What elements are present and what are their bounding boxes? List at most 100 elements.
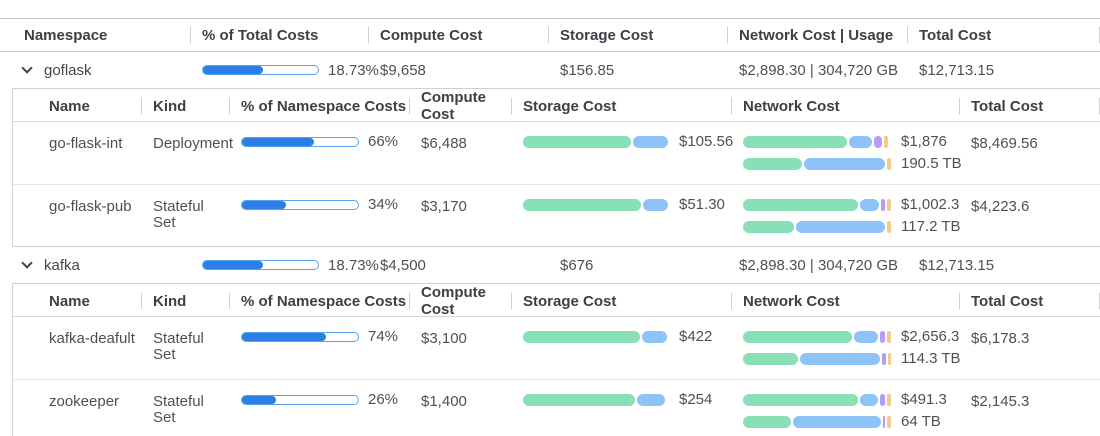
col-network-cost-usage: Network Cost | Usage: [727, 19, 907, 51]
storage-cost-bar: [523, 199, 669, 211]
bar-segment-blue: [643, 199, 669, 211]
compute-cost-value: $1,400: [421, 393, 467, 410]
workload-name: go-flask-int: [49, 135, 123, 152]
workload-name: go-flask-pub: [49, 198, 132, 215]
compute-cost-value: $6,488: [421, 135, 467, 152]
percent-label: 18.73%: [328, 61, 379, 79]
bar-segment-green: [743, 416, 791, 428]
col-total-cost: Total Cost: [959, 89, 1100, 123]
bar-segment-orange: [886, 221, 891, 233]
workload-table-kafka: Name Kind % of Namespace Costs Compute C…: [12, 283, 1100, 436]
col-compute-cost: Compute Cost: [409, 284, 511, 318]
bar-segment-orange: [888, 353, 891, 365]
workload-row-go-flask-pub: go-flask-pub Stateful Set 34% $3,170 $51…: [13, 184, 1100, 246]
percent-label: 18.73%: [328, 256, 379, 274]
storage-cost-bar: [523, 331, 669, 343]
chevron-down-icon[interactable]: [21, 257, 33, 269]
network-usage-bar: [743, 158, 891, 170]
bar-segment-green: [743, 331, 853, 343]
total-cost-value: $8,469.56: [971, 135, 1038, 152]
total-cost-value: $12,713.15: [919, 256, 995, 274]
compute-cost-value: $9,658: [380, 61, 426, 79]
workload-name: kafka-deafult: [49, 330, 135, 347]
network-usage-label: 64 TB: [901, 413, 941, 430]
bar-segment-blue: [803, 158, 885, 170]
bar-segment-blue: [800, 353, 881, 365]
bar-segment-blue: [854, 331, 878, 343]
storage-cost-label: $105.56: [679, 133, 734, 150]
network-cost-usage-value: $2,898.30 | 304,720 GB: [739, 256, 899, 274]
col-storage-cost: Storage Cost: [511, 89, 731, 123]
chevron-down-icon[interactable]: [21, 62, 33, 74]
workload-kind: Stateful Set: [153, 393, 204, 426]
network-usage-label: 114.3 TB: [901, 350, 961, 367]
col-storage-cost: Storage Cost: [511, 284, 731, 318]
namespace-row-kafka[interactable]: kafka 18.73% $4,500 $676 $2,898.30 | 304…: [0, 247, 1100, 283]
col-total-cost: Total Cost: [907, 19, 1100, 51]
percent-label: 66%: [368, 133, 399, 150]
col-network-cost: Network Cost: [731, 89, 959, 123]
percent-total-costs-bar: [202, 260, 319, 270]
bar-segment-orange: [886, 158, 891, 170]
bar-segment-blue: [641, 331, 667, 343]
network-cost-label: $2,656.3: [901, 328, 960, 345]
namespace-table-header: Namespace % of Total Costs Compute Cost …: [0, 18, 1100, 52]
bar-segment-orange: [886, 331, 892, 343]
bar-segment-orange: [886, 394, 892, 406]
bar-segment-green: [523, 199, 642, 211]
network-usage-bar: [743, 221, 891, 233]
network-usage-bar: [743, 416, 891, 428]
col-pct-total-costs: % of Total Costs: [190, 19, 368, 51]
bar-segment-green: [523, 394, 636, 406]
total-cost-value: $2,145.3: [971, 393, 1030, 410]
col-compute-cost: Compute Cost: [368, 19, 548, 51]
col-name: Name: [49, 97, 90, 115]
compute-cost-value: $3,100: [421, 330, 467, 347]
col-total-cost: Total Cost: [959, 284, 1100, 318]
workload-table-header: Name Kind % of Namespace Costs Compute C…: [13, 284, 1100, 318]
storage-cost-bar: [523, 136, 669, 148]
percent-namespace-costs-bar: [241, 200, 359, 210]
workload-table-goflask: Name Kind % of Namespace Costs Compute C…: [12, 88, 1100, 247]
storage-cost-value: $156.85: [560, 61, 615, 79]
network-cost-label: $491.3: [901, 391, 947, 408]
network-usage-label: 117.2 TB: [901, 218, 961, 235]
bar-segment-orange: [887, 416, 891, 428]
storage-cost-label: $254: [679, 391, 713, 408]
percent-label: 26%: [368, 391, 399, 408]
total-cost-value: $6,178.3: [971, 330, 1030, 347]
col-name: Name: [49, 292, 90, 310]
percent-namespace-costs-bar: [241, 137, 359, 147]
network-cost-usage-value: $2,898.30 | 304,720 GB: [739, 61, 899, 79]
bar-segment-green: [743, 158, 802, 170]
bar-segment-blue: [792, 416, 881, 428]
total-cost-value: $4,223.6: [971, 198, 1030, 215]
col-kind: Kind: [141, 284, 229, 318]
percent-namespace-costs-bar: [241, 395, 359, 405]
network-usage-bar: [743, 353, 891, 365]
network-cost-bar: [743, 331, 892, 343]
workload-table-header: Name Kind % of Namespace Costs Compute C…: [13, 89, 1100, 123]
bar-segment-purple: [874, 136, 882, 148]
bar-segment-blue: [848, 136, 873, 148]
bar-segment-purple: [881, 199, 886, 211]
workload-row-zookeeper: zookeeper Stateful Set 26% $1,400 $254 $…: [13, 379, 1100, 436]
col-compute-cost: Compute Cost: [409, 89, 511, 123]
storage-cost-value: $676: [560, 256, 594, 274]
percent-label: 74%: [368, 328, 399, 345]
namespace-row-goflask[interactable]: goflask 18.73% $9,658 $156.85 $2,898.30 …: [0, 52, 1100, 88]
network-cost-label: $1,876: [901, 133, 947, 150]
total-cost-value: $12,713.15: [919, 61, 995, 79]
col-pct-namespace-costs: % of Namespace Costs: [229, 284, 409, 318]
col-namespace: Namespace: [24, 26, 108, 44]
bar-segment-orange: [883, 136, 889, 148]
network-cost-bar: [743, 136, 891, 148]
bar-segment-blue: [860, 394, 879, 406]
bar-segment-green: [743, 353, 799, 365]
workload-kind: Stateful Set: [153, 198, 204, 231]
bar-segment-blue: [637, 394, 666, 406]
workload-row-kafka-deafult: kafka-deafult Stateful Set 74% $3,100 $4…: [13, 317, 1100, 379]
storage-cost-bar: [523, 394, 669, 406]
bar-segment-blue: [633, 136, 669, 148]
